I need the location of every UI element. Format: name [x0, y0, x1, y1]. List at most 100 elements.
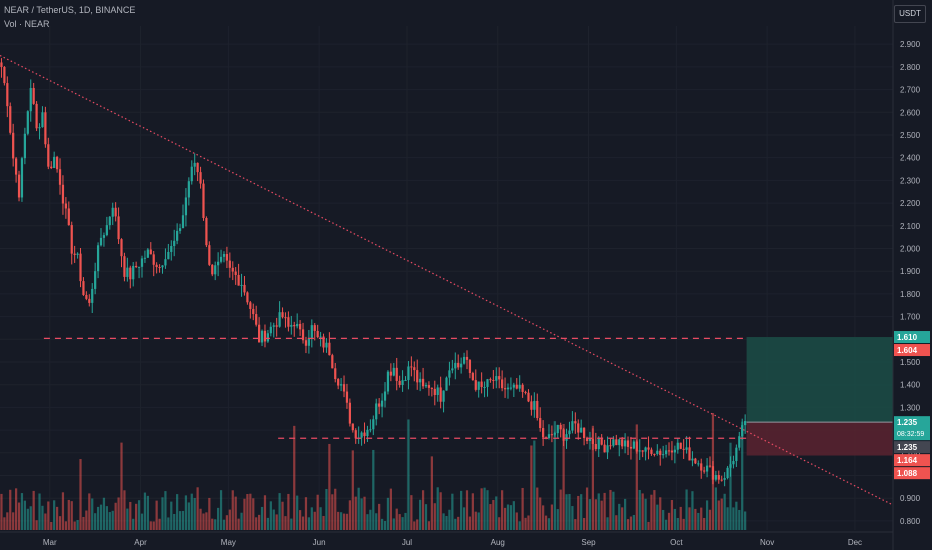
- candle-body[interactable]: [410, 366, 413, 368]
- candle-body[interactable]: [167, 251, 170, 260]
- candle-body[interactable]: [503, 388, 507, 390]
- symbol-title[interactable]: NEAR / TetherUS, 1D, BINANCE: [4, 5, 136, 15]
- candle-body[interactable]: [389, 371, 392, 376]
- candle-body[interactable]: [597, 437, 600, 450]
- candle-body[interactable]: [451, 368, 454, 371]
- candle-body[interactable]: [506, 387, 510, 390]
- candle-body[interactable]: [694, 458, 697, 464]
- candle-body[interactable]: [50, 166, 53, 169]
- currency-button[interactable]: USDT: [894, 5, 926, 23]
- candle-body[interactable]: [398, 380, 401, 386]
- candle-body[interactable]: [120, 239, 123, 257]
- candle-body[interactable]: [729, 464, 732, 468]
- candle-body[interactable]: [685, 447, 688, 450]
- candle-body[interactable]: [217, 261, 220, 266]
- candle-body[interactable]: [495, 376, 498, 381]
- candle-body[interactable]: [626, 440, 630, 447]
- candle-body[interactable]: [76, 253, 79, 255]
- candle-body[interactable]: [547, 434, 551, 439]
- candle-body[interactable]: [421, 378, 425, 387]
- candle-body[interactable]: [219, 256, 223, 262]
- candle-body[interactable]: [252, 308, 255, 315]
- candle-body[interactable]: [650, 449, 653, 454]
- candle-body[interactable]: [325, 342, 328, 348]
- candle-body[interactable]: [518, 384, 521, 389]
- candle-body[interactable]: [184, 197, 188, 216]
- candle-body[interactable]: [656, 450, 659, 454]
- candle-body[interactable]: [70, 225, 73, 254]
- horizontal-levels[interactable]: [43, 337, 747, 439]
- candle-body[interactable]: [635, 441, 638, 452]
- candle-body[interactable]: [199, 172, 202, 184]
- candle-body[interactable]: [609, 445, 612, 447]
- candle-body[interactable]: [559, 424, 562, 430]
- candle-body[interactable]: [454, 362, 457, 369]
- candle-body[interactable]: [331, 355, 334, 369]
- candle-body[interactable]: [571, 421, 574, 431]
- candle-body[interactable]: [691, 458, 694, 461]
- candle-body[interactable]: [448, 370, 451, 378]
- candle-body[interactable]: [562, 429, 565, 441]
- candle-body[interactable]: [155, 264, 158, 268]
- candle-body[interactable]: [275, 325, 278, 327]
- candle-body[interactable]: [32, 87, 35, 104]
- candle-body[interactable]: [266, 333, 270, 342]
- candle-body[interactable]: [316, 330, 319, 338]
- candle-body[interactable]: [58, 169, 62, 185]
- candle-body[interactable]: [278, 312, 281, 327]
- candle-body[interactable]: [96, 245, 100, 272]
- candle-body[interactable]: [111, 207, 114, 217]
- candle-body[interactable]: [419, 378, 422, 383]
- candle-body[interactable]: [234, 271, 237, 275]
- candle-body[interactable]: [621, 439, 624, 447]
- candle-body[interactable]: [313, 325, 316, 331]
- candle-body[interactable]: [99, 237, 103, 246]
- target-zone[interactable]: [746, 337, 893, 423]
- candle-body[interactable]: [287, 317, 290, 327]
- candle-body[interactable]: [641, 450, 644, 452]
- candle-body[interactable]: [430, 387, 433, 389]
- candle-body[interactable]: [137, 266, 141, 268]
- candle-body[interactable]: [524, 391, 527, 393]
- position-tool[interactable]: [746, 337, 893, 456]
- candle-body[interactable]: [662, 454, 665, 456]
- candle-body[interactable]: [301, 329, 305, 341]
- candle-body[interactable]: [741, 425, 744, 437]
- candlesticks[interactable]: [0, 58, 747, 487]
- candle-body[interactable]: [29, 87, 32, 112]
- candle-body[interactable]: [439, 387, 442, 402]
- candle-body[interactable]: [269, 326, 272, 334]
- candle-body[interactable]: [293, 324, 296, 327]
- candle-body[interactable]: [246, 292, 249, 303]
- candle-body[interactable]: [20, 158, 24, 198]
- candle-body[interactable]: [460, 363, 463, 368]
- candle-body[interactable]: [536, 400, 539, 419]
- candle-body[interactable]: [351, 423, 354, 431]
- candle-body[interactable]: [243, 284, 246, 293]
- candle-body[interactable]: [705, 465, 709, 472]
- candle-body[interactable]: [322, 336, 325, 348]
- candle-body[interactable]: [187, 181, 190, 198]
- candle-body[interactable]: [688, 447, 691, 461]
- time-axis[interactable]: Mar Apr May Jun Jul Aug Sep Oct Nov Dec: [0, 531, 893, 547]
- trendline[interactable]: [0, 54, 894, 506]
- price-axis[interactable]: 2.900 2.800 2.700 2.600 2.500 2.400 2.300 2.200…: [892, 0, 921, 550]
- candle-body[interactable]: [360, 432, 363, 438]
- candle-body[interactable]: [240, 284, 243, 286]
- candle-body[interactable]: [281, 312, 284, 318]
- candle-body[interactable]: [260, 330, 264, 343]
- candle-body[interactable]: [568, 430, 571, 435]
- candle-body[interactable]: [140, 258, 144, 267]
- candle-body[interactable]: [738, 436, 741, 448]
- candle-body[interactable]: [744, 421, 747, 426]
- candle-body[interactable]: [565, 434, 568, 441]
- candle-body[interactable]: [339, 384, 343, 386]
- candle-body[interactable]: [383, 391, 387, 401]
- candle-body[interactable]: [17, 174, 21, 198]
- stop-zone[interactable]: [746, 422, 893, 456]
- candle-body[interactable]: [483, 386, 486, 388]
- candle-body[interactable]: [480, 381, 483, 388]
- candle-body[interactable]: [82, 281, 85, 295]
- candle-body[interactable]: [123, 256, 126, 277]
